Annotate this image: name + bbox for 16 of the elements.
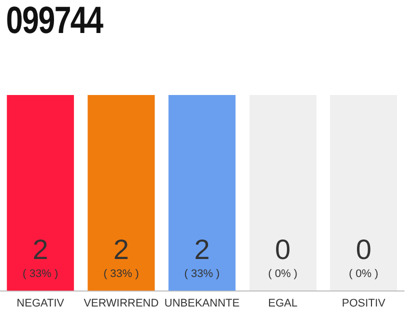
data-label: 2 xyxy=(32,234,48,265)
annotation: ( 33% ) xyxy=(184,268,220,280)
chart-title: 099744 xyxy=(6,0,103,43)
data-label: 0 xyxy=(275,234,291,265)
data-label: 2 xyxy=(113,234,129,265)
x-tick-label: EGAL xyxy=(268,297,298,310)
annotation: ( 0% ) xyxy=(268,268,298,280)
data-label: 0 xyxy=(356,234,372,265)
x-tick-label: VERWIRREND xyxy=(84,297,159,310)
data-label: 2 xyxy=(194,234,210,265)
x-tick-label: UNBEKANNTE xyxy=(164,297,240,310)
annotation: ( 33% ) xyxy=(22,268,58,280)
x-tick-label: NEGATIV xyxy=(16,297,65,310)
annotation: ( 33% ) xyxy=(103,268,139,280)
x-tick-label: POSITIV xyxy=(342,297,386,310)
annotation: ( 0% ) xyxy=(348,268,378,280)
